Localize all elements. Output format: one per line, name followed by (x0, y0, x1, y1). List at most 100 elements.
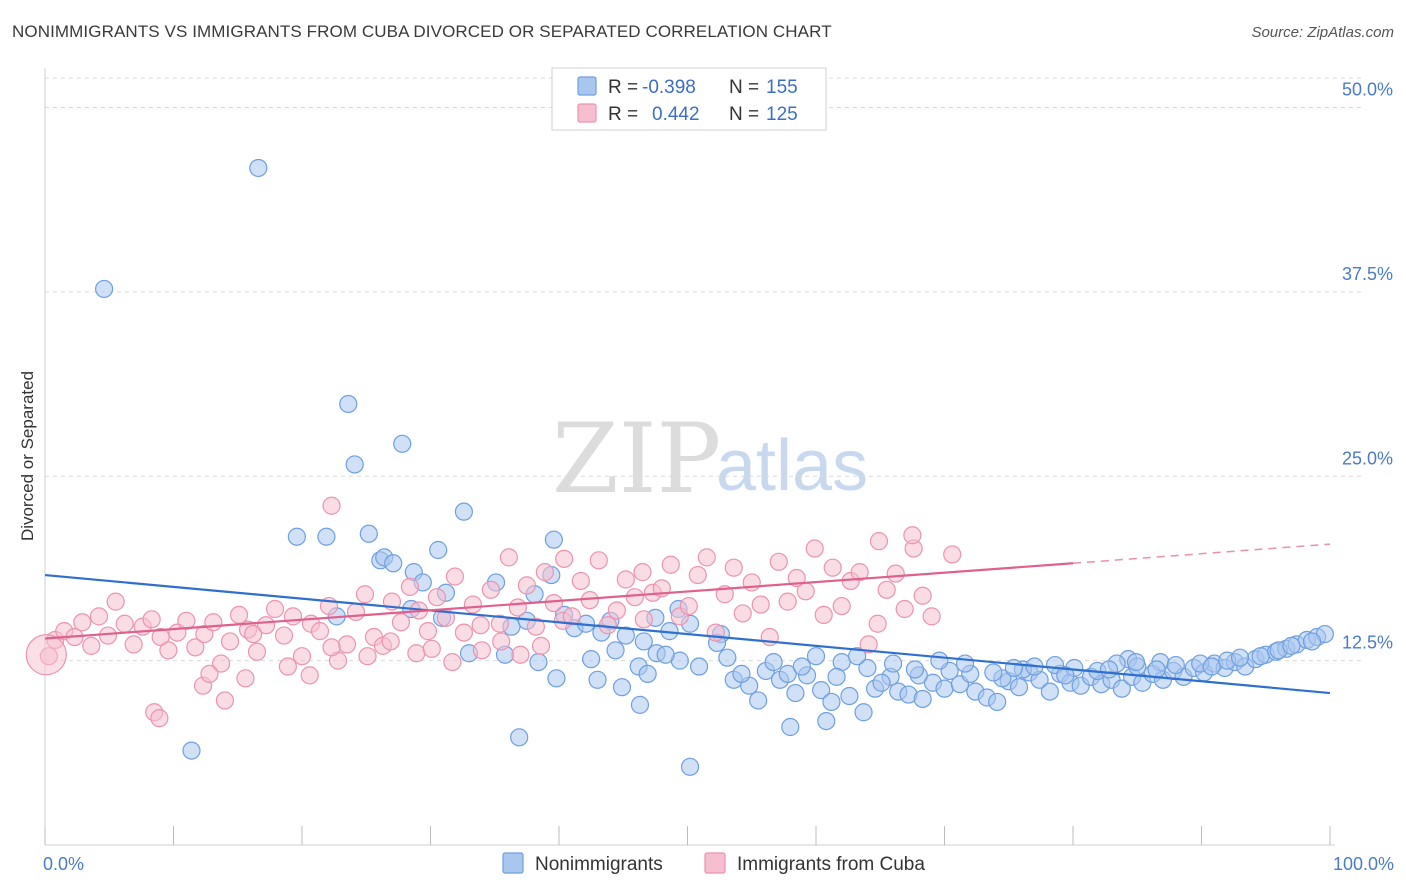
immigrants-from-cuba-point (236, 669, 255, 688)
y-tick-label: 12.5% (1342, 633, 1393, 653)
nonimmigrants-point (182, 741, 201, 760)
immigrants-from-cuba-point (454, 623, 474, 642)
immigrants-from-cuba-point (697, 548, 716, 567)
nonimmigrants-point (588, 670, 607, 689)
immigrants-from-cuba-point-large (25, 634, 67, 676)
y-tick-label: 50.0% (1342, 80, 1393, 100)
immigrants-from-cuba-point (407, 644, 426, 663)
immigrants-from-cuba-point (903, 526, 922, 545)
immigrants-from-cuba-point (868, 614, 887, 633)
immigrants-from-cuba-point (634, 610, 653, 629)
nonimmigrants-point (905, 660, 925, 679)
series-immigrants-from-cuba (25, 496, 962, 728)
immigrants-from-cuba-point (278, 657, 297, 676)
nonimmigrants-point (1004, 658, 1023, 678)
immigrants-from-cuba-point (832, 596, 851, 616)
nonimmigrants-point (1282, 636, 1301, 655)
nonimmigrants-point (817, 711, 836, 731)
immigrants-from-cuba-point (633, 563, 652, 582)
immigrants-from-cuba-point (535, 563, 554, 582)
nonimmigrants-point (616, 626, 635, 645)
nonimmigrants-point (339, 394, 358, 414)
immigrants-from-cuba-point (913, 586, 932, 605)
immigrants-from-cuba-point (733, 604, 752, 623)
immigrants-from-cuba-point (215, 691, 234, 710)
immigrants-from-cuba-point (346, 602, 366, 622)
legend-r-value-2: 0.442 (652, 104, 700, 125)
trend-line-immigrants-from-cuba-extension (1072, 543, 1331, 565)
immigrants-from-cuba-point (283, 607, 303, 626)
trend-line-nonimmigrants (44, 573, 1331, 695)
immigrants-from-cuba-point (661, 555, 680, 574)
nonimmigrants-point (630, 695, 650, 714)
nonimmigrants-point (384, 554, 403, 573)
nonimmigrants-point (827, 667, 846, 686)
nonimmigrants-point (317, 527, 336, 546)
immigrants-from-cuba-point (274, 626, 294, 645)
nonimmigrants-point (786, 683, 805, 703)
immigrants-from-cuba-point (886, 564, 905, 583)
immigrants-from-cuba-point (106, 592, 125, 611)
nonimmigrants-point (1009, 678, 1029, 697)
nonimmigrants-point (764, 652, 783, 672)
nonimmigrants-point (858, 658, 877, 678)
immigrants-from-cuba-point (589, 551, 608, 570)
nonimmigrants-point (913, 689, 932, 709)
immigrants-from-cuba-point (877, 580, 896, 599)
immigrants-from-cuba-point (706, 623, 725, 642)
immigrants-from-cuba-point (922, 607, 941, 626)
axes: 0.0% 100.0% (43, 68, 1394, 874)
immigrants-from-cuba-point (869, 532, 889, 551)
nonimmigrants-point (1040, 682, 1059, 701)
immigrants-from-cuba-point (310, 622, 330, 641)
immigrants-from-cuba-point (724, 558, 743, 577)
correlation-legend: R = -0.398 N = 155 R = 0.442 N = 125 (551, 67, 827, 131)
nonimmigrants-point (778, 664, 797, 684)
x-tick-label-max: 100.0% (1333, 854, 1394, 874)
watermark-zip: ZIP (552, 403, 721, 515)
nonimmigrants-point (1202, 657, 1221, 676)
immigrants-from-cuba-point (445, 567, 465, 586)
immigrants-from-cuba-point (823, 558, 842, 577)
nonimmigrants-point (689, 657, 709, 676)
nonimmigrants-point (822, 692, 841, 712)
y-tick-label: 25.0% (1342, 448, 1393, 468)
nonimmigrants-point (840, 686, 859, 706)
immigrants-from-cuba-point (805, 539, 824, 558)
trend-lines (44, 543, 1331, 695)
nonimmigrants-point (1230, 648, 1250, 667)
immigrants-from-cuba-point (511, 645, 530, 664)
nonimmigrants-point (930, 651, 949, 670)
nonimmigrants-point (638, 664, 657, 684)
legend-box (551, 67, 827, 131)
y-axis-label: Divorced or Separated (18, 371, 37, 541)
nonimmigrants-point (582, 650, 601, 669)
immigrants-from-cuba-point (418, 622, 438, 641)
immigrants-from-cuba-point (688, 565, 707, 585)
nonimmigrants-point (634, 632, 653, 651)
immigrants-from-cuba-point (544, 593, 563, 613)
watermark: ZIP atlas (552, 403, 868, 515)
immigrants-from-cuba-point (150, 709, 169, 728)
legend-r-label-1: R = (608, 77, 638, 98)
immigrants-from-cuba-point (177, 611, 196, 630)
nonimmigrants-point (872, 673, 891, 692)
immigrants-from-cuba-point (142, 610, 161, 629)
immigrants-from-cuba-point (381, 632, 400, 651)
nonimmigrants-point (792, 657, 811, 676)
nonimmigrants-point (95, 279, 114, 299)
nonimmigrants-point (1126, 652, 1146, 672)
nonimmigrants-point (1251, 647, 1270, 666)
nonimmigrants-point (1099, 660, 1119, 679)
immigrants-from-cuba-point (265, 599, 285, 619)
immigrants-from-cuba-point (472, 641, 491, 660)
series-legend: Nonimmigrants Immigrants from Cuba (502, 852, 925, 875)
immigrants-from-cuba-point (679, 596, 698, 616)
nonimmigrants-point (612, 678, 632, 697)
immigrants-from-cuba-point (73, 613, 92, 632)
legend-n-label-1: N = (729, 77, 759, 98)
legend-r-label-2: R = (608, 104, 638, 125)
immigrants-from-cuba-point (508, 598, 527, 617)
immigrants-from-cuba-point (531, 636, 551, 655)
nonimmigrants-point (1302, 632, 1322, 651)
